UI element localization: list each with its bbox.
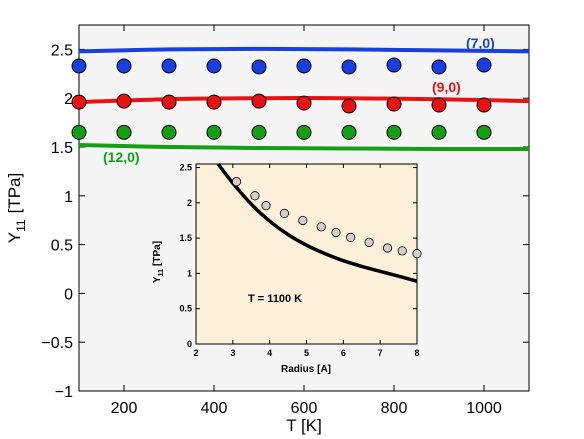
- svg-text:Y11[TPa]: Y11[TPa]: [152, 241, 165, 283]
- x-tick-label: 8: [414, 348, 419, 358]
- y-tick-label: 2.5: [51, 42, 73, 59]
- y-tick-label: 2: [64, 91, 73, 108]
- data-point: [386, 96, 402, 112]
- inset-data-point: [364, 237, 374, 247]
- data-point: [341, 98, 357, 114]
- inset-data-point: [346, 232, 356, 243]
- y-tick-label: 0: [64, 286, 73, 303]
- inset-data-point: [231, 177, 242, 187]
- y-axis-label: Y11[TPa]: [5, 173, 28, 243]
- data-point: [251, 59, 267, 75]
- inset-data-point: [316, 222, 326, 232]
- inset-data-point: [279, 208, 289, 219]
- y-tick-label: 0.5: [179, 304, 192, 314]
- inset-data-point: [250, 191, 260, 201]
- y-tick-label: 1.5: [179, 233, 192, 243]
- y-tick-label: 0.5: [51, 238, 73, 255]
- data-point: [431, 97, 447, 113]
- data-point: [476, 124, 492, 140]
- x-tick-label: 1000: [466, 400, 502, 417]
- x-tick-label: 6: [341, 348, 346, 358]
- main-series: [71, 46, 530, 152]
- data-point: [206, 94, 222, 110]
- data-point: [251, 124, 267, 140]
- inset-data-point: [331, 227, 341, 238]
- data-point: [431, 124, 447, 140]
- inset-data-point: [397, 246, 407, 256]
- inset-series: [216, 162, 422, 283]
- data-point: [71, 124, 87, 140]
- data-point: [161, 124, 177, 140]
- data-point: [296, 95, 312, 111]
- data-point: [116, 124, 132, 140]
- x-tick-label: 7: [378, 348, 383, 358]
- data-point: [341, 59, 357, 75]
- data-point: [341, 124, 357, 140]
- inset-x-axis-label: Radius [A]: [281, 364, 331, 375]
- series-label-9-0: (9,0): [432, 79, 461, 95]
- y-tick-label: 0: [187, 339, 192, 349]
- series-label-12-0: (12,0): [103, 149, 140, 165]
- data-point: [206, 58, 222, 74]
- y-tick-label: 2.5: [179, 163, 192, 173]
- data-point: [116, 93, 132, 109]
- x-tick-label: 200: [111, 400, 138, 417]
- y-tick-label: 1: [64, 189, 73, 206]
- series-curve-2: [78, 143, 529, 152]
- series-curve-0: [78, 46, 530, 54]
- y-tick-label: 1: [187, 268, 192, 278]
- data-point: [251, 93, 267, 109]
- inset-y-axis-label: Y11[TPa]: [152, 241, 165, 283]
- svg-text:Y11[TPa]: Y11[TPa]: [5, 173, 28, 243]
- x-tick-label: 5: [304, 348, 309, 358]
- data-point: [161, 58, 177, 74]
- data-point: [476, 97, 492, 113]
- data-point: [71, 94, 87, 110]
- y-tick-label: 1.5: [51, 140, 73, 157]
- x-axis-label: T [K]: [286, 416, 322, 435]
- data-point: [431, 59, 447, 75]
- y-tick-label: −0.5: [41, 335, 73, 352]
- inset-data-point: [382, 243, 393, 253]
- inset-annotation: T = 1100 K: [248, 293, 302, 305]
- x-tick-label: 2: [193, 348, 198, 358]
- x-tick-label: 3: [230, 348, 235, 358]
- data-point: [296, 58, 312, 74]
- inset-ticks: 2 3 4 5 6 7 8 0 0.5 1 1.5 2 2.5: [179, 163, 419, 358]
- data-point: [206, 124, 222, 140]
- data-point: [476, 57, 492, 73]
- main-series-labels: (7,0) (9,0) (12,0): [103, 35, 495, 165]
- data-point: [116, 58, 132, 74]
- inset-data-point: [298, 215, 308, 226]
- data-point: [386, 124, 402, 140]
- inset-plot-area: [195, 163, 418, 345]
- y-tick-label: 2: [187, 198, 192, 208]
- data-point: [71, 58, 87, 74]
- inset-curve: [216, 162, 418, 283]
- series-label-7-0: (7,0): [466, 35, 495, 51]
- inset-data-point: [412, 249, 422, 259]
- x-tick-label: 400: [201, 400, 228, 417]
- x-tick-label: 800: [381, 400, 408, 417]
- y-tick-label: −1: [55, 384, 73, 401]
- data-point: [161, 94, 177, 110]
- data-point: [386, 57, 402, 73]
- inset-data-point: [261, 201, 271, 211]
- data-point: [296, 124, 312, 140]
- x-tick-label: 600: [291, 400, 318, 417]
- x-tick-label: 4: [267, 348, 272, 358]
